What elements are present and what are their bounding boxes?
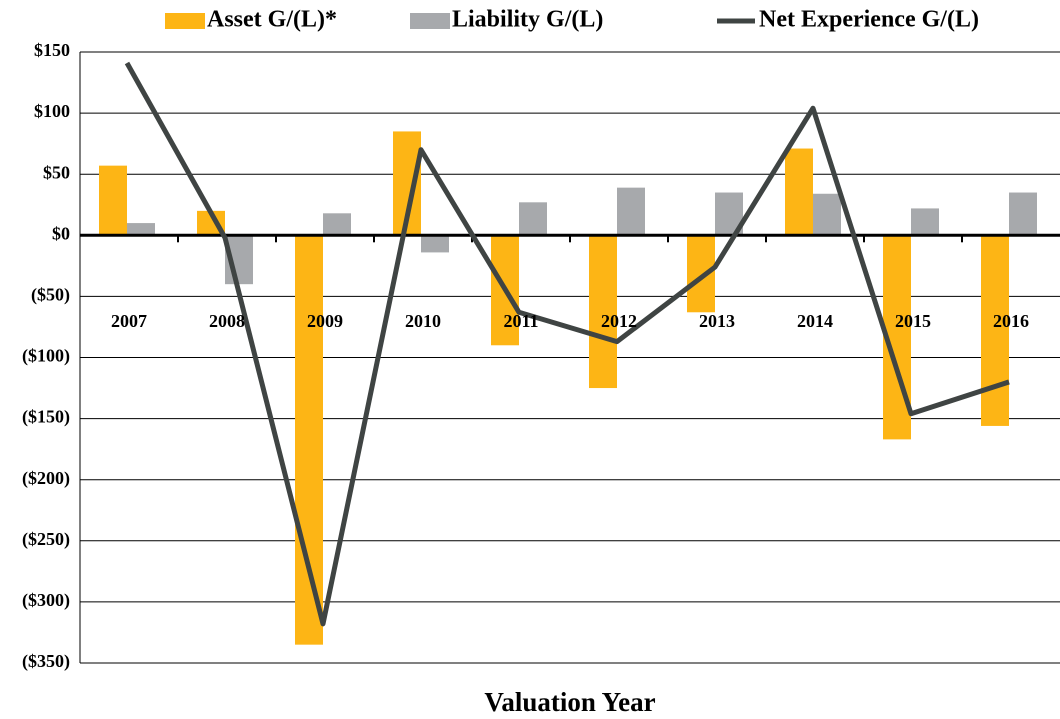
x-tick-label: 2015 bbox=[895, 311, 931, 331]
x-tick-label: 2012 bbox=[601, 311, 637, 331]
bar bbox=[99, 165, 127, 236]
x-tick-label: 2007 bbox=[111, 311, 147, 331]
y-tick-label: ($50) bbox=[31, 285, 70, 306]
legend-swatch bbox=[165, 13, 205, 29]
legend-label: Liability G/(L) bbox=[452, 7, 603, 33]
bar bbox=[687, 235, 715, 313]
x-tick-label: 2008 bbox=[209, 311, 245, 331]
y-tick-label: $50 bbox=[43, 162, 70, 182]
x-tick-label: 2009 bbox=[307, 311, 343, 331]
legend-label: Asset G/(L)* bbox=[207, 7, 337, 33]
legend-label: Net Experience G/(L) bbox=[759, 7, 979, 33]
x-tick-label: 2014 bbox=[797, 311, 833, 331]
y-tick-label: ($250) bbox=[22, 529, 70, 550]
x-tick-label: 2016 bbox=[993, 311, 1029, 331]
legend-swatch bbox=[410, 13, 450, 29]
bar bbox=[617, 187, 645, 236]
bar bbox=[785, 148, 813, 236]
y-tick-label: $0 bbox=[52, 223, 70, 243]
y-tick-label: $150 bbox=[34, 40, 70, 60]
y-tick-label: ($350) bbox=[22, 651, 70, 672]
bar bbox=[295, 235, 323, 645]
line bbox=[124, 61, 1010, 627]
bar bbox=[519, 202, 547, 236]
bar bbox=[981, 235, 1009, 426]
y-tick-label: $100 bbox=[34, 101, 70, 121]
y-tick-label: ($150) bbox=[22, 407, 70, 428]
y-tick-label: ($200) bbox=[22, 468, 70, 489]
bar bbox=[911, 208, 939, 236]
x-tick-label: 2013 bbox=[699, 311, 735, 331]
y-tick-label: ($300) bbox=[22, 590, 70, 611]
bar bbox=[589, 235, 617, 389]
x-axis-title: Valuation Year bbox=[484, 687, 655, 717]
bar bbox=[421, 235, 449, 253]
y-tick-label: ($100) bbox=[22, 346, 70, 367]
bar bbox=[1009, 192, 1037, 236]
bar bbox=[127, 223, 155, 236]
bar bbox=[813, 193, 841, 236]
x-tick-label: 2010 bbox=[405, 311, 441, 331]
bar bbox=[323, 213, 351, 236]
x-tick-label: 2011 bbox=[503, 311, 538, 331]
